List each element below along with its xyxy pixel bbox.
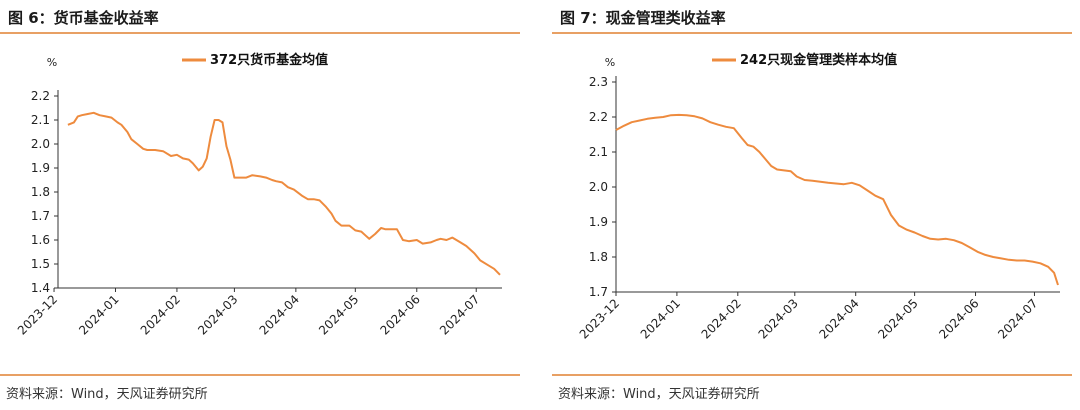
y-tick-label: 2.0	[589, 180, 608, 194]
x-tick-label: 2024-05	[875, 296, 920, 341]
y-tick-label: 1.5	[31, 257, 50, 271]
y-tick-label: 1.8	[31, 185, 50, 199]
x-tick-label: 2024-01	[76, 292, 121, 337]
x-tick-label: 2024-07	[995, 296, 1040, 341]
x-tick-label: 2023-12	[577, 296, 622, 341]
y-tick-label: 2.2	[31, 89, 50, 103]
x-tick-label: 2024-07	[437, 292, 482, 337]
x-tick-label: 2023-12	[15, 292, 60, 337]
source-note: 资料来源：Wind，天风证券研究所	[558, 387, 760, 402]
x-tick-label: 2024-06	[936, 296, 981, 341]
x-tick-label: 2024-04	[816, 296, 861, 341]
source-rule	[0, 374, 520, 376]
x-tick-label: 2024-01	[638, 296, 683, 341]
figure-title: 图 7：现金管理类收益率	[560, 9, 726, 27]
x-tick-label: 2024-04	[257, 292, 302, 337]
figure-title: 图 6：货币基金收益率	[8, 9, 159, 27]
y-tick-label: 1.9	[589, 215, 608, 229]
title-rule	[552, 32, 1072, 34]
y-tick-label: 1.7	[31, 209, 50, 223]
y-tick-label: 1.8	[589, 250, 608, 264]
legend-label: 242只现金管理类样本均值	[740, 52, 897, 68]
legend-label: 372只货币基金均值	[210, 52, 328, 68]
source-rule	[552, 374, 1072, 376]
chart-panel-right: 图 7：现金管理类收益率 % 2.3 2.2 2.1 2.0 1.9 1.8 1.7 2023-…	[552, 0, 1080, 410]
x-tick-label: 2024-03	[195, 292, 240, 337]
chart-panel-left: 图 6：货币基金收益率 % 2.2 2.1 2.0 1.9 1.8 1.7 1.6 1.5 1.4…	[0, 0, 528, 410]
y-tick-label: 2.1	[589, 145, 608, 159]
x-tick-label: 2024-02	[138, 292, 183, 337]
series-line	[615, 113, 1059, 286]
y-tick-label: 1.4	[31, 281, 50, 295]
y-tick-label: 1.9	[31, 161, 50, 175]
y-axis-unit: %	[47, 56, 57, 69]
y-axis-unit: %	[605, 56, 615, 69]
x-tick-label: 2024-03	[756, 296, 801, 341]
y-tick-label: 2.0	[31, 137, 50, 151]
x-tick-label: 2024-02	[699, 296, 744, 341]
x-tick-label: 2024-06	[378, 292, 423, 337]
y-tick-label: 2.1	[31, 113, 50, 127]
y-tick-label: 2.3	[589, 75, 608, 89]
source-note: 资料来源：Wind，天风证券研究所	[6, 387, 208, 402]
x-tick-label: 2024-05	[316, 292, 361, 337]
y-tick-label: 2.2	[589, 110, 608, 124]
series-line	[67, 111, 501, 276]
y-tick-label: 1.7	[589, 285, 608, 299]
y-tick-label: 1.6	[31, 233, 50, 247]
title-rule	[0, 32, 520, 34]
